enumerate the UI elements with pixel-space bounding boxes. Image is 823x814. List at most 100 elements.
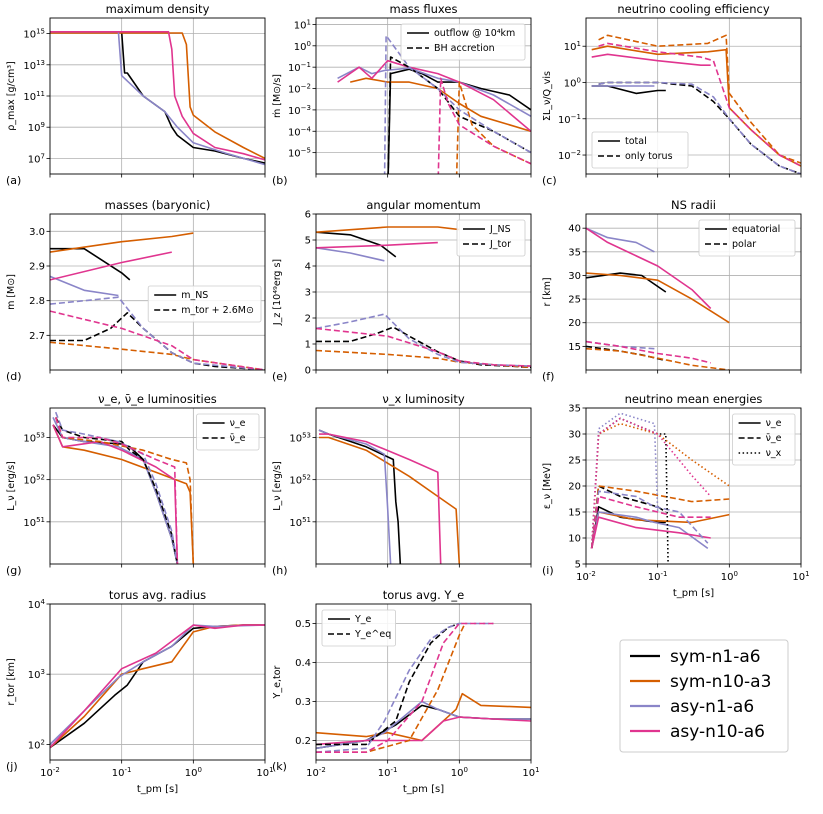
y-tick-label: 6 [305, 210, 311, 221]
y-axis-label: Y_e,tor [272, 665, 283, 699]
legend-label: equatorial [732, 224, 780, 235]
series-line-asy-n1-a6-solid [316, 247, 385, 262]
y-tick-label: 100 [294, 40, 311, 53]
y-tick-label: 30 [568, 271, 581, 282]
y-tick-label: 0.3 [295, 697, 311, 708]
legend-box [400, 23, 526, 61]
x-tick-label: 100 [451, 766, 468, 779]
series-line-asy-n1-a6-solid [50, 30, 265, 166]
y-tick-label: 2 [305, 314, 311, 325]
series-line-sym-n10-a3-dashed [598, 34, 801, 164]
y-tick-label: 20 [568, 482, 581, 493]
panel-d: 2.7 2.8 2.9 3.0 masses (baryonic) (d) m [M⊙] m_… [6, 198, 266, 383]
legend-label: BH accretion [434, 43, 495, 54]
series-line-sym-n10-a3-dashed [586, 347, 730, 370]
panel-letter: (b) [272, 174, 288, 187]
series-group [316, 226, 531, 369]
y-tick-label: 2.7 [29, 331, 45, 342]
y-tick-label: 107 [28, 152, 45, 165]
y-tick-label: 4 [305, 262, 311, 273]
legend-label: ν_e [230, 418, 246, 429]
series-line-sym-n1-a6-solid [586, 272, 667, 293]
y-tick-label: 1011 [23, 90, 45, 103]
panel-legend: J_NS J_tor [456, 219, 526, 257]
series-line-asy-n1-a6-solid [50, 275, 119, 297]
series-line-asy-n1-a6-dashed [50, 296, 265, 370]
y-tick-label: 25 [568, 456, 581, 467]
x-tick-label: 101 [256, 766, 273, 779]
panel-legend: outflow @ 10⁴km BH accretion [400, 23, 526, 61]
legend-label: ν̄_e [230, 433, 246, 444]
y-tick-label: 101 [564, 40, 581, 53]
series-group [318, 429, 461, 564]
y-tick-label: 10−2 [288, 83, 311, 96]
y-tick-label: 100 [564, 76, 581, 89]
legend-label: only torus [625, 151, 673, 162]
series-line-asy-n10-a6-solid [319, 433, 442, 564]
y-tick-label: 15 [568, 508, 581, 519]
panel-legend: ν_e ν̄_e ν_x [732, 413, 796, 466]
panel-h: 1051 1052 1053 ν_x luminosity (h) L_ν [erg/s] [272, 392, 532, 577]
x-tick-label: 100 [185, 766, 202, 779]
y-tick-label: 35 [568, 247, 581, 258]
model-legend: sym-n1-a6 sym-n10-a3 asy-n1-a6 asy-n10-a6 [619, 639, 789, 753]
series-line-asy-n10-a6-solid [52, 424, 179, 564]
series-line-asy-n10-a6-dashed [316, 327, 531, 367]
series-line-sym-n10-a3-solid [316, 226, 460, 233]
x-tick-label: 100 [721, 570, 738, 583]
series-line-asy-n10-a6-dashed [590, 495, 711, 549]
axes-frame [49, 603, 266, 761]
series-line-asy-n10-a6-dotted [590, 417, 712, 549]
x-tick-label: 10-2 [576, 570, 596, 583]
legend-label: ν_x [766, 448, 782, 459]
y-tick-label: 0.2 [295, 736, 311, 747]
series-line-sym-n10-a3-dashed [50, 341, 265, 370]
panel-c: 10−2 10−1 100 101 neutrino cooling efficienc… [542, 2, 802, 187]
legend-box [732, 413, 796, 466]
panel-letter: (a) [6, 174, 21, 187]
panel-title: neutrino cooling efficiency [617, 2, 769, 16]
panel-title: angular momentum [366, 198, 480, 212]
panel-j: 102 103 104 10-2 10-1 100 101 t_pm [s] torus avg… [6, 588, 274, 795]
legend-label-sym-n10-a3: sym-n10-a3 [670, 672, 771, 692]
series-line-sym-n1-a6-solid [50, 31, 265, 164]
series-line-sym-n10-a3-solid [319, 436, 461, 564]
y-tick-label: 30 [568, 430, 581, 441]
series-line-asy-n10-a6-solid [591, 53, 711, 66]
y-tick-label: 1013 [23, 59, 45, 72]
series-line-asy-n10-a6-solid [50, 624, 265, 749]
axes-frame [315, 17, 532, 175]
legend-label: ν_e [766, 418, 782, 429]
legend-label-asy-n1-a6: asy-n1-a6 [670, 697, 754, 717]
axes-frame [49, 213, 266, 371]
series-line-sym-n1-a6-dashed [54, 417, 179, 564]
y-axis-label: r [km] [542, 277, 553, 306]
series-line-asy-n10-a6-solid [50, 30, 265, 161]
x-tick-label: 10-2 [306, 766, 326, 779]
y-axis-label: J_z [10⁴⁹erg s] [272, 259, 283, 326]
series-line-sym-n1-a6-dashed [316, 622, 460, 746]
panel-title: neutrino mean energies [625, 392, 763, 406]
series-line-sym-n10-a3-solid [52, 424, 195, 564]
y-tick-label: 35 [568, 404, 581, 415]
series-line-asy-n1-a6-solid [318, 429, 392, 564]
y-tick-label: 103 [28, 668, 45, 681]
x-tick-label: 10-2 [40, 766, 60, 779]
axes-frame [315, 407, 532, 565]
series-line-asy-n1-a6-dashed [383, 34, 531, 174]
panel-letter: (h) [272, 564, 288, 577]
panel-legend: ν_e ν̄_e [196, 413, 260, 451]
x-axis-label: t_pm [s] [673, 588, 714, 599]
y-tick-label: 102 [28, 738, 45, 751]
series-line-sym-n1-a6-solid [387, 68, 531, 174]
series-group [50, 30, 265, 166]
series-line-asy-n1-a6-solid [586, 227, 655, 253]
panel-letter: (g) [6, 564, 22, 577]
series-line-asy-n10-a6-dashed [54, 417, 179, 564]
x-tick-label: 10-1 [378, 766, 398, 779]
series-group [591, 34, 801, 174]
legend-label: J_NS [489, 224, 511, 235]
axes-frame [49, 407, 266, 565]
panel-legend: Y_e Y_e^eq [321, 609, 396, 647]
